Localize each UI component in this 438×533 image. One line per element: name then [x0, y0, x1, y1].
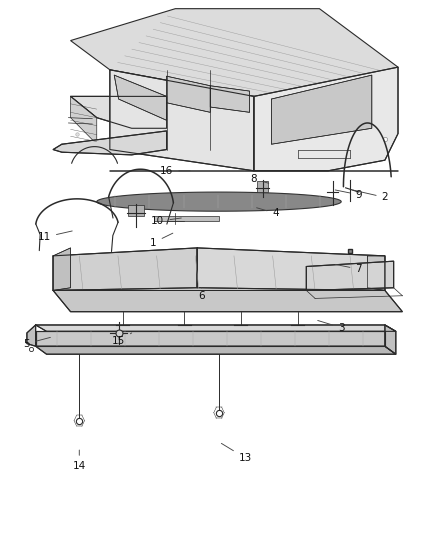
Text: 16: 16 [160, 166, 190, 176]
Text: 15: 15 [112, 333, 132, 346]
Polygon shape [110, 70, 254, 171]
Polygon shape [35, 332, 385, 346]
Polygon shape [53, 131, 166, 155]
Polygon shape [35, 325, 396, 332]
Polygon shape [53, 290, 403, 312]
Text: 1: 1 [150, 233, 173, 247]
Text: 13: 13 [221, 443, 252, 463]
Polygon shape [97, 192, 341, 211]
Polygon shape [27, 325, 35, 346]
Text: 8: 8 [251, 174, 269, 184]
Text: 7: 7 [335, 264, 362, 274]
Polygon shape [367, 256, 385, 290]
Text: 10: 10 [151, 216, 181, 227]
Polygon shape [254, 67, 398, 171]
Polygon shape [197, 248, 385, 290]
Text: 4: 4 [257, 208, 279, 219]
Polygon shape [153, 216, 219, 221]
Text: 3: 3 [318, 320, 345, 333]
Polygon shape [114, 75, 166, 120]
Polygon shape [128, 205, 144, 216]
Polygon shape [35, 346, 396, 354]
Text: 2: 2 [353, 190, 388, 203]
Text: 5: 5 [24, 337, 50, 349]
Polygon shape [272, 75, 372, 144]
Polygon shape [210, 86, 250, 112]
Text: 11: 11 [38, 231, 72, 243]
Polygon shape [71, 9, 398, 96]
Polygon shape [306, 261, 394, 290]
Text: 6: 6 [198, 288, 205, 301]
Text: 9: 9 [335, 190, 362, 200]
Polygon shape [385, 325, 396, 354]
Polygon shape [71, 96, 97, 144]
Polygon shape [166, 76, 210, 112]
Polygon shape [71, 96, 166, 128]
Polygon shape [53, 248, 197, 290]
Polygon shape [53, 248, 71, 290]
Text: 14: 14 [73, 450, 86, 471]
Polygon shape [258, 181, 268, 192]
